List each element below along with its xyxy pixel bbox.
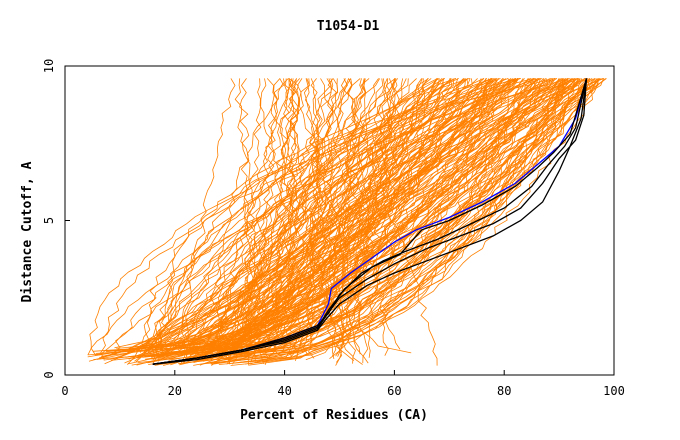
bulk-curve	[114, 78, 488, 349]
bulk-curve	[193, 78, 489, 361]
bulk-curve	[150, 78, 604, 359]
y-tick-label: 10	[42, 59, 56, 73]
bulk-curve	[256, 78, 334, 352]
bulk-curve	[253, 78, 510, 349]
bulk-curve	[182, 78, 452, 363]
bulk-curve	[266, 78, 354, 364]
bulk-curve	[212, 78, 432, 363]
bulk-curve	[143, 78, 470, 353]
bulk-curve	[247, 78, 605, 365]
bulk-curve	[142, 78, 465, 358]
bulk-curve	[170, 78, 506, 349]
bulk-curve	[190, 78, 596, 356]
bulk-curve	[104, 78, 517, 365]
bulk-curve	[240, 78, 600, 363]
bulk-curve	[327, 78, 401, 350]
x-tick-label: 20	[168, 384, 182, 398]
bulk-curve	[160, 78, 553, 350]
bulk-curve	[308, 78, 319, 359]
x-tick-label: 40	[277, 384, 291, 398]
bulk-curve	[287, 78, 301, 357]
bulk-curve	[299, 78, 396, 354]
bulk-curve	[207, 78, 564, 364]
bulk-curve	[144, 78, 504, 360]
bulk-curve	[335, 78, 389, 357]
bulk-curve	[101, 78, 500, 358]
x-tick-label: 100	[603, 384, 625, 398]
bulk-curve	[100, 78, 535, 360]
y-axis-label: Distance Cutoff, A	[20, 161, 35, 302]
x-tick-label: 60	[387, 384, 401, 398]
bulk-curve	[116, 78, 516, 360]
bulk-curve	[238, 78, 367, 356]
bulk-curve	[124, 78, 564, 364]
bulk-curve	[236, 78, 349, 355]
bulk-curve	[197, 78, 533, 355]
x-tick-label: 80	[497, 384, 511, 398]
bulk-curve	[110, 78, 570, 360]
bulk-curve	[218, 78, 292, 356]
bulk-curve	[284, 78, 300, 359]
bulk-series-layer	[87, 78, 607, 366]
y-tick-label: 5	[42, 217, 56, 224]
tick-layer: 0 20 40 60 80 100 0 5 10	[42, 59, 625, 398]
bulk-curve	[226, 78, 598, 365]
bulk-curve	[227, 78, 290, 364]
bulk-curve	[288, 78, 369, 364]
bulk-curve	[151, 78, 485, 351]
series-line-5	[152, 78, 588, 365]
bulk-curve	[181, 78, 521, 353]
bulk-curve	[145, 78, 578, 355]
bulk-curve	[248, 78, 607, 352]
bulk-curve	[230, 78, 285, 355]
bulk-curve	[203, 78, 558, 352]
bulk-curve	[194, 78, 541, 361]
series-line-2	[152, 78, 588, 365]
bulk-curve	[138, 78, 456, 358]
x-tick-label: 0	[61, 384, 68, 398]
x-axis-label: Percent of Residues (CA)	[240, 408, 428, 423]
bulk-curve	[135, 78, 423, 363]
series-line-3	[152, 78, 588, 365]
bulk-curve	[194, 78, 567, 350]
bulk-curve	[243, 78, 281, 348]
bulk-curve	[238, 78, 535, 356]
bulk-curve	[155, 78, 585, 355]
bulk-curve	[254, 78, 580, 356]
bulk-curve	[215, 78, 541, 363]
bulk-curve	[149, 78, 439, 359]
bulk-curve	[183, 78, 492, 364]
bulk-curve	[152, 78, 586, 361]
bulk-curve	[157, 78, 457, 357]
bulk-curve	[249, 78, 572, 354]
y-tick-label: 0	[42, 371, 56, 378]
bulk-curve	[248, 78, 500, 366]
bulk-curve	[225, 78, 440, 355]
bulk-curve	[201, 78, 339, 361]
bulk-curve	[184, 78, 366, 353]
bulk-curve	[178, 78, 469, 365]
bulk-curve	[148, 78, 551, 353]
bulk-curve	[151, 78, 600, 362]
bulk-curve	[239, 78, 264, 365]
bulk-curve	[218, 78, 583, 365]
bulk-curve	[381, 78, 398, 356]
chart-title: T1054-D1	[317, 19, 380, 34]
bulk-curve	[177, 78, 399, 351]
highlight-series-layer	[152, 78, 588, 365]
bulk-curve	[329, 78, 389, 360]
bulk-curve	[211, 78, 519, 366]
series-line-4	[152, 78, 588, 365]
bulk-curve	[159, 78, 424, 352]
